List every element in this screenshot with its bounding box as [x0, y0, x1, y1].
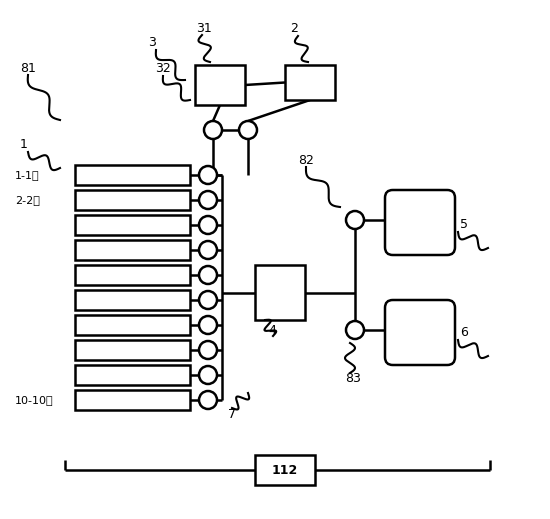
Circle shape: [199, 166, 217, 184]
Text: 112: 112: [272, 463, 298, 476]
Bar: [75, 365, 190, 385]
Text: 31: 31: [196, 21, 212, 34]
Bar: [75, 315, 190, 335]
Text: 2: 2: [290, 21, 298, 34]
Circle shape: [199, 316, 217, 334]
Text: 5: 5: [460, 218, 468, 231]
Text: 2-2号: 2-2号: [15, 195, 40, 205]
Text: 6: 6: [460, 325, 468, 338]
Text: 1: 1: [20, 139, 28, 152]
Text: 7: 7: [228, 408, 236, 421]
Text: 1-1号: 1-1号: [15, 170, 40, 180]
Text: 83: 83: [345, 372, 361, 385]
Circle shape: [199, 291, 217, 309]
Bar: [75, 390, 190, 410]
Circle shape: [346, 321, 364, 339]
Bar: [285, 65, 335, 100]
Text: 82: 82: [298, 154, 314, 167]
Circle shape: [199, 241, 217, 259]
Text: 81: 81: [20, 61, 36, 75]
Bar: [255, 455, 315, 485]
Circle shape: [346, 211, 364, 229]
Text: 3: 3: [148, 35, 156, 48]
Bar: [75, 240, 190, 260]
Circle shape: [199, 216, 217, 234]
Circle shape: [239, 121, 257, 139]
Text: 10-10号: 10-10号: [15, 395, 54, 405]
Bar: [75, 215, 190, 235]
Bar: [75, 340, 190, 360]
Circle shape: [204, 121, 222, 139]
Bar: [195, 65, 245, 105]
Bar: [75, 190, 190, 210]
Bar: [255, 265, 305, 320]
Bar: [75, 165, 190, 185]
Circle shape: [199, 391, 217, 409]
FancyBboxPatch shape: [385, 300, 455, 365]
Text: 4: 4: [268, 323, 276, 336]
Bar: [75, 265, 190, 285]
Circle shape: [199, 266, 217, 284]
FancyBboxPatch shape: [385, 190, 455, 255]
Circle shape: [199, 191, 217, 209]
Text: 32: 32: [155, 61, 170, 75]
Bar: [75, 290, 190, 310]
Circle shape: [199, 366, 217, 384]
Circle shape: [199, 341, 217, 359]
